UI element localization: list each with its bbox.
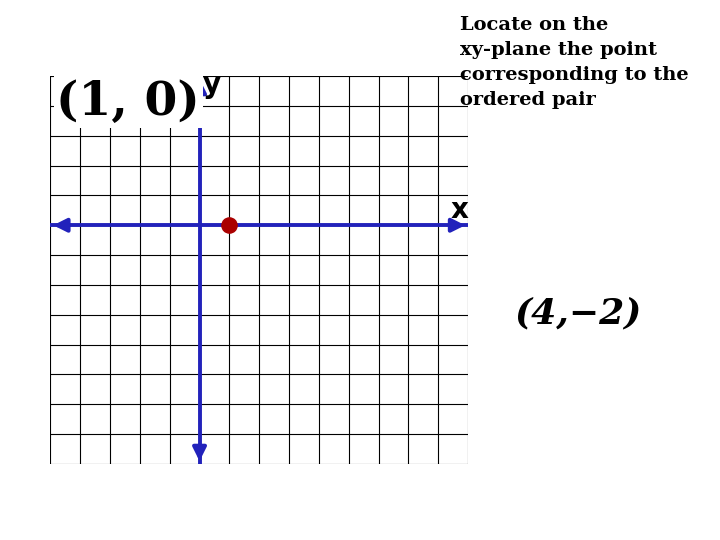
Text: (1, 0): (1, 0): [56, 79, 200, 125]
Text: Locate on the
xy-plane the point
corresponding to the
ordered pair: Locate on the xy-plane the point corresp…: [460, 16, 689, 109]
Text: x: x: [450, 197, 468, 224]
Text: (4,−2): (4,−2): [515, 296, 642, 330]
Text: y: y: [202, 71, 220, 99]
Point: [224, 221, 235, 230]
